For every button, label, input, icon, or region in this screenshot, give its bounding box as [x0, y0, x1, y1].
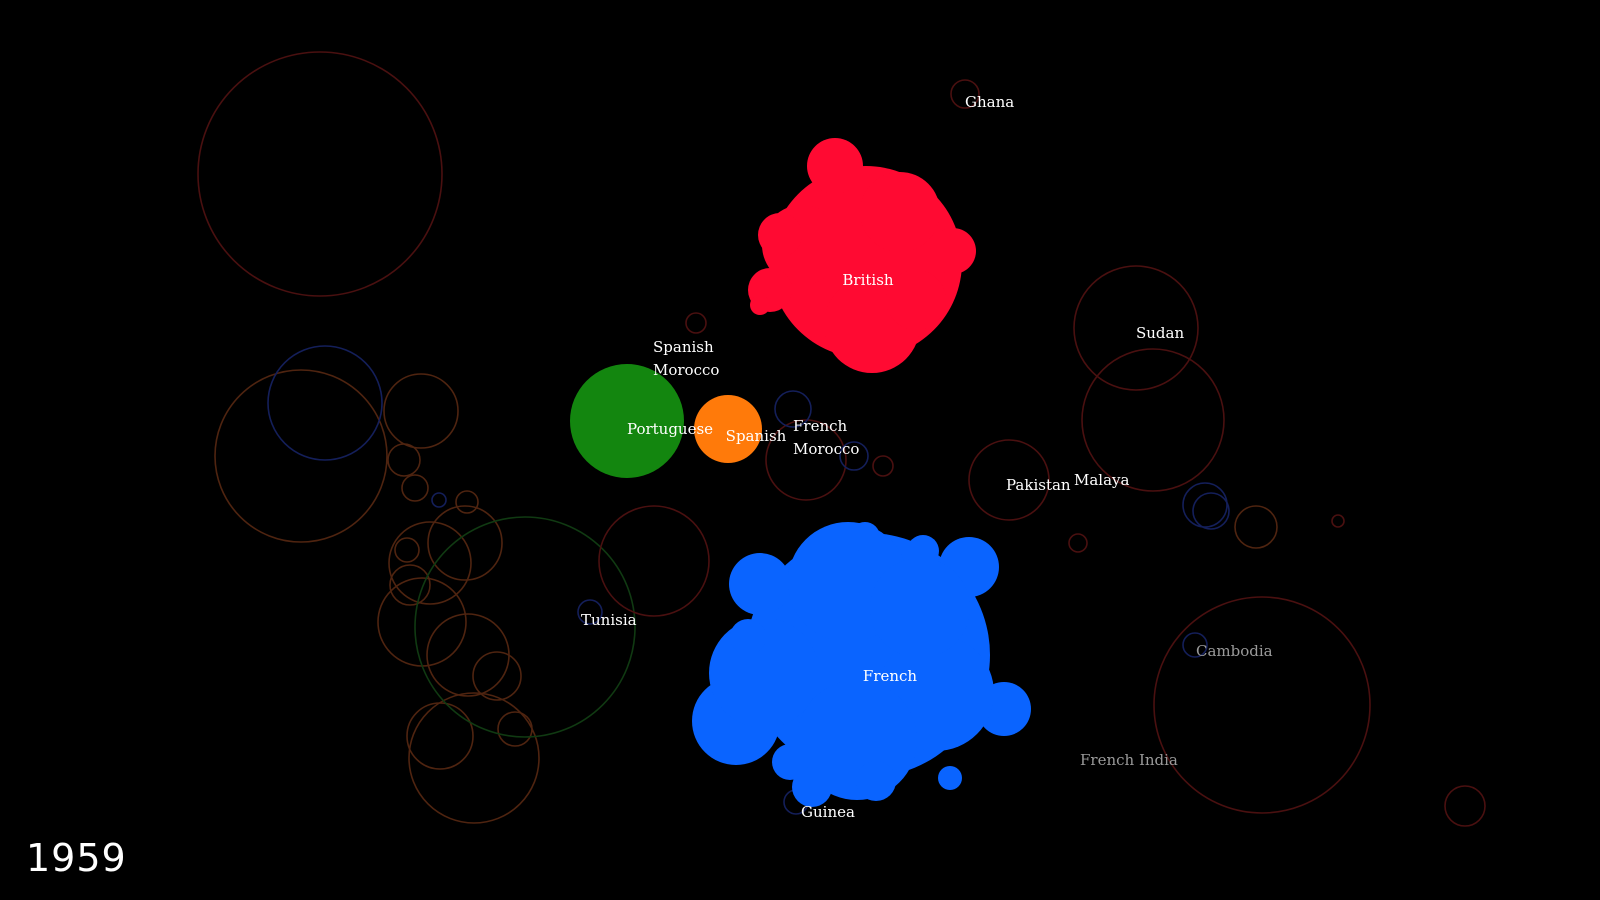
former-colony-outline-32: [950, 79, 980, 109]
french-empire-blob: [692, 522, 1031, 807]
former-colony-outline-38: [1182, 632, 1208, 658]
empire-label-british: British: [842, 271, 894, 289]
territory-label-pakistan: Pakistan: [1006, 476, 1071, 494]
british-blob-part-10: [750, 295, 770, 315]
former-colony-outline-20: [406, 702, 474, 770]
year-label: 1959: [26, 836, 127, 880]
former-colony-outline-10: [431, 492, 447, 508]
former-colony-outline-19: [408, 692, 540, 824]
former-colony-outline-4: [1073, 265, 1199, 391]
former-colony-outline-12: [427, 505, 503, 581]
territory-label-french-india: French India: [1080, 751, 1178, 769]
french-blob-part-14: [730, 619, 766, 655]
british-blob-part-8: [758, 213, 802, 257]
british-blob-part-6: [860, 172, 940, 252]
territory-label-spanish-morocco-line2: Morocco: [653, 361, 719, 379]
former-colony-outline-2: [1153, 596, 1371, 814]
former-colony-outline-18: [472, 651, 522, 701]
former-colony-outline-11: [455, 490, 479, 514]
territory-label-cambodia: Cambodia: [1196, 642, 1273, 660]
former-colony-outline-13: [388, 521, 472, 605]
french-blob-part-2: [729, 553, 791, 615]
former-colony-outline-21: [497, 711, 533, 747]
former-colony-outline-35: [774, 390, 812, 428]
labels-layer: British French Portuguese Spanish Ghana …: [581, 93, 1273, 821]
empire-label-spanish: Spanish: [726, 427, 787, 445]
french-blob-part-10: [870, 558, 970, 658]
territory-label-tunisia: Tunisia: [581, 611, 637, 629]
former-colony-outline-26: [1182, 482, 1228, 528]
french-blob-part-17: [856, 761, 896, 801]
former-colony-outline-29: [1331, 514, 1345, 528]
british-blob-part-3: [930, 228, 976, 274]
territory-label-spanish-morocco-line1: Spanish: [653, 338, 714, 356]
portuguese-empire-blob: [570, 364, 684, 478]
french-blob-part-15: [938, 766, 962, 790]
british-blob-part-2: [807, 138, 863, 194]
former-colony-outline-5: [214, 369, 388, 543]
former-colony-outline-23: [598, 505, 710, 617]
former-colony-outline-6: [267, 345, 383, 461]
spanish-empire-blob: [694, 395, 762, 463]
former-colony-outline-33: [685, 312, 707, 334]
territory-label-french-morocco-line2: Morocco: [793, 440, 859, 458]
former-colony-outlines: [197, 51, 1486, 827]
territory-label-sudan: Sudan: [1136, 324, 1184, 342]
french-blob-part-12: [850, 522, 880, 552]
former-colony-outline-30: [1444, 785, 1486, 827]
empire-label-french: French: [863, 667, 918, 685]
former-colony-outline-14: [394, 537, 420, 563]
territory-label-ghana: Ghana: [965, 93, 1014, 111]
french-blob-part-13: [907, 535, 939, 567]
former-colony-outline-34: [872, 455, 894, 477]
former-colony-outline-8: [387, 443, 421, 477]
former-colony-outline-28: [1234, 505, 1278, 549]
former-colony-outline-27: [1192, 492, 1230, 530]
territory-label-malaya: Malaya: [1074, 471, 1130, 489]
former-colony-outline-37: [577, 599, 603, 625]
empire-blobs: [570, 138, 1031, 807]
former-colony-outline-1: [197, 51, 443, 297]
former-colony-outline-24: [968, 439, 1050, 521]
former-colony-outline-31: [1068, 533, 1088, 553]
former-colony-outline-3: [1081, 348, 1225, 492]
british-empire-blob: [748, 138, 976, 373]
former-colony-outline-15: [389, 564, 431, 606]
former-colony-outline-7: [383, 373, 459, 449]
former-colony-outline-17: [426, 613, 510, 697]
former-colony-outline-22: [414, 516, 636, 738]
french-blob-part-11: [792, 767, 832, 807]
territory-label-french-morocco-line1: French: [793, 417, 848, 435]
british-blob-part-9: [886, 270, 946, 330]
french-blob-part-16: [772, 744, 808, 780]
former-colony-outline-36: [839, 441, 869, 471]
empire-label-portuguese: Portuguese: [627, 420, 713, 438]
territory-label-guinea: Guinea: [801, 803, 855, 821]
former-colony-outline-25: [765, 419, 847, 501]
former-colony-outline-16: [377, 577, 467, 667]
former-colony-outline-9: [401, 474, 429, 502]
